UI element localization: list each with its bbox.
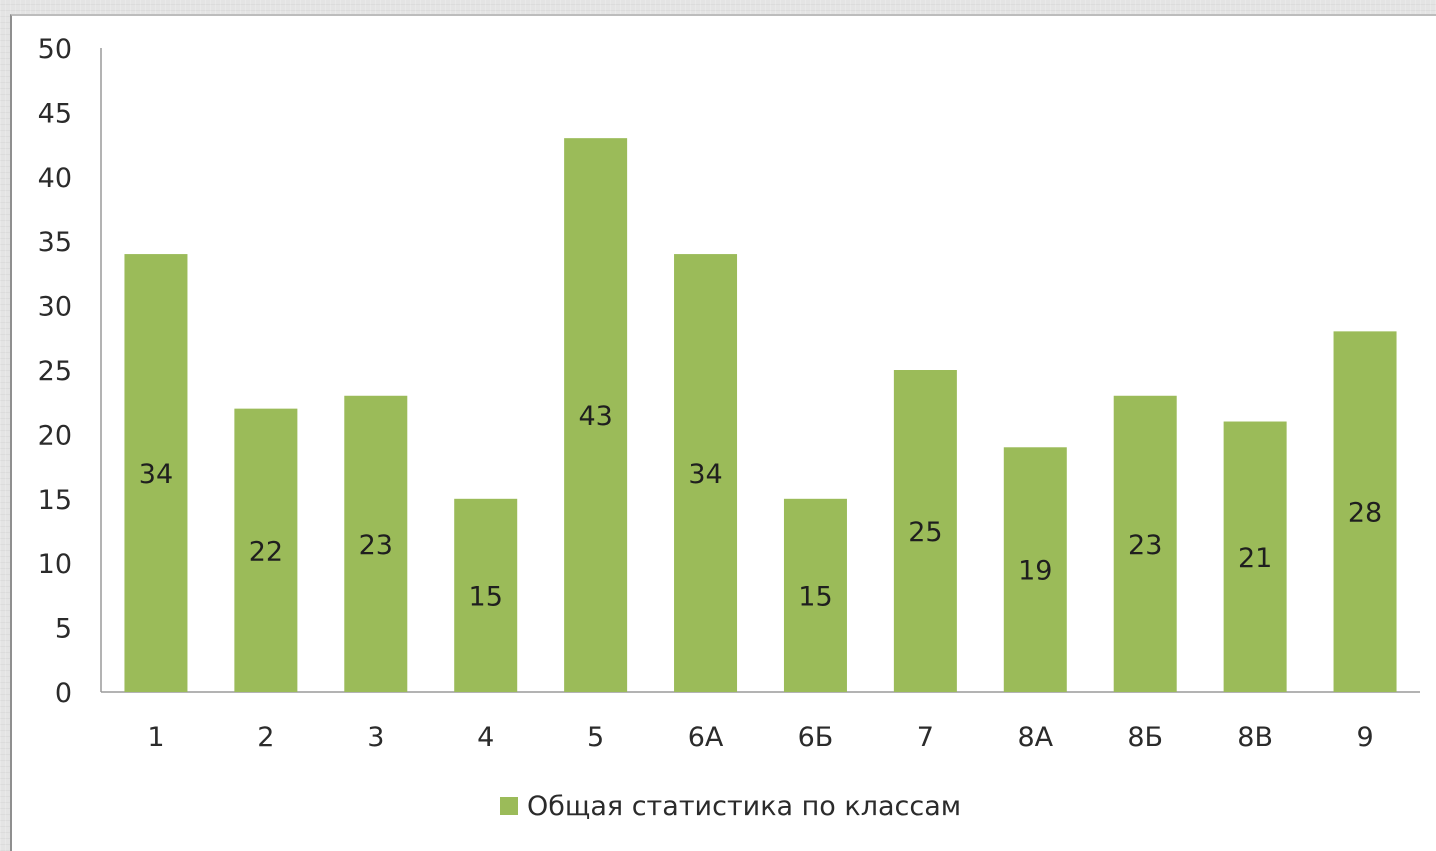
x-tick-label: 6Б (798, 722, 834, 753)
bar (454, 498, 518, 692)
y-tick-label: 40 (38, 163, 72, 194)
x-tick-label: 8Б (1127, 722, 1163, 753)
data-label: 19 (1018, 556, 1052, 587)
data-label: 28 (1348, 498, 1382, 529)
x-tick-label: 9 (1356, 722, 1373, 753)
data-labels: 34 22 23 15 43 34 15 25 19 23 21 28 (139, 401, 1382, 612)
bar (893, 370, 957, 692)
y-tick-label: 45 (38, 98, 72, 129)
y-tick-label: 0 (55, 678, 72, 709)
y-tick-label: 30 (38, 292, 72, 323)
bar (564, 138, 628, 692)
legend: Общая статистика по классам (500, 791, 961, 822)
y-tick-label: 5 (55, 614, 72, 645)
y-tick-label: 25 (38, 356, 72, 387)
data-label: 23 (1128, 530, 1162, 561)
data-label: 34 (688, 459, 722, 490)
data-label: 15 (469, 581, 503, 612)
bar (674, 254, 738, 692)
y-tick-label: 35 (38, 227, 72, 258)
data-label: 15 (798, 581, 832, 612)
bar (1333, 331, 1397, 692)
x-tick-label: 3 (367, 722, 384, 753)
y-tick-label: 10 (38, 549, 72, 580)
x-tick-label: 8А (1017, 722, 1053, 753)
x-axis: 1 2 3 4 5 6А 6Б 7 8А 8Б 8В 9 (101, 691, 1420, 753)
bar (1113, 395, 1177, 692)
bar (344, 395, 408, 692)
data-label: 23 (359, 530, 393, 561)
data-label: 43 (578, 401, 612, 432)
x-tick-label: 4 (477, 722, 494, 753)
data-label: 34 (139, 459, 173, 490)
y-tick-label: 20 (38, 420, 72, 451)
y-axis: 0 5 10 15 20 25 30 35 40 45 50 (38, 34, 102, 709)
bars (124, 138, 1397, 692)
x-tick-label: 8В (1237, 722, 1273, 753)
x-tick-label: 5 (587, 722, 604, 753)
legend-swatch (500, 797, 518, 815)
x-tick-label: 7 (917, 722, 934, 753)
y-tick-label: 15 (38, 485, 72, 516)
x-tick-label: 6А (688, 722, 724, 753)
legend-label: Общая статистика по классам (527, 791, 961, 822)
x-tick-label: 1 (147, 722, 164, 753)
bar (1223, 421, 1287, 692)
data-label: 21 (1238, 543, 1272, 574)
data-label: 22 (249, 536, 283, 567)
x-tick-label: 2 (257, 722, 274, 753)
bar (1003, 447, 1067, 692)
bar (234, 408, 298, 692)
bar (124, 254, 188, 692)
data-label: 25 (908, 517, 942, 548)
y-tick-label: 50 (38, 34, 72, 65)
bar (783, 498, 847, 692)
